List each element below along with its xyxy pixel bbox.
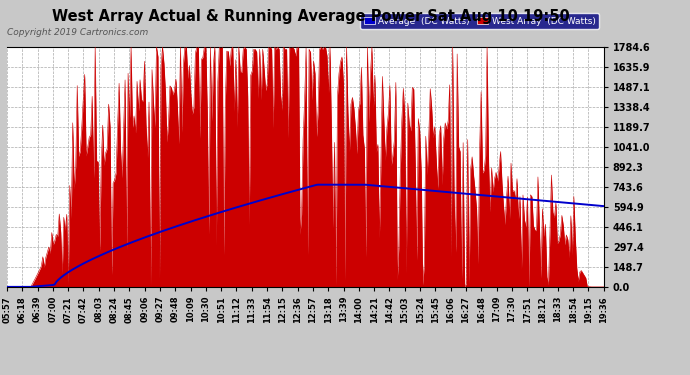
Text: Copyright 2019 Cartronics.com: Copyright 2019 Cartronics.com — [7, 28, 148, 37]
Text: West Array Actual & Running Average Power Sat Aug 10 19:50: West Array Actual & Running Average Powe… — [52, 9, 569, 24]
Legend: Average  (DC Watts), West Array  (DC Watts): Average (DC Watts), West Array (DC Watts… — [360, 13, 599, 29]
